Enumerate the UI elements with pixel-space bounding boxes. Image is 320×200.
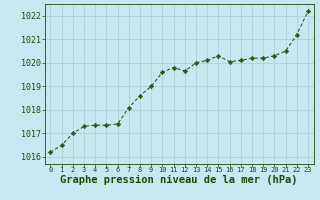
X-axis label: Graphe pression niveau de la mer (hPa): Graphe pression niveau de la mer (hPa) [60,175,298,185]
